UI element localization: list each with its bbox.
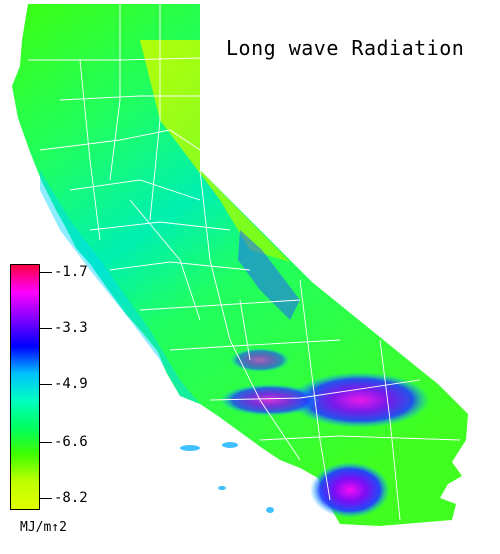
southeast-hot-zone	[310, 462, 390, 518]
northeast-high-region	[140, 40, 290, 262]
legend-color-bar	[10, 264, 40, 510]
color-legend: -1.7 -3.3 -4.9 -6.6 -8.2	[10, 264, 88, 510]
island	[266, 507, 274, 513]
legend-tick	[40, 384, 52, 385]
mojave-hot-zone	[290, 372, 430, 428]
legend-tick	[40, 498, 52, 499]
county-boundaries	[28, 4, 461, 521]
legend-tick-label: -8.2	[54, 490, 88, 506]
legend-tick-label: -1.7	[54, 264, 88, 280]
legend-tick-label: -3.3	[54, 320, 88, 336]
legend-tick	[40, 328, 52, 329]
central-valley-zone	[230, 348, 290, 372]
legend-tick	[40, 272, 52, 273]
sierra-low-region	[238, 230, 300, 320]
legend-tick-label: -6.6	[54, 434, 88, 450]
island	[180, 445, 200, 451]
transverse-hot-zone	[220, 384, 320, 416]
map-title: Long wave Radiation	[226, 36, 465, 60]
legend-tick	[40, 442, 52, 443]
island	[218, 486, 226, 490]
legend-tick-label: -4.9	[54, 376, 88, 392]
island	[222, 442, 238, 448]
legend-units: MJ/m↑2	[20, 520, 67, 535]
